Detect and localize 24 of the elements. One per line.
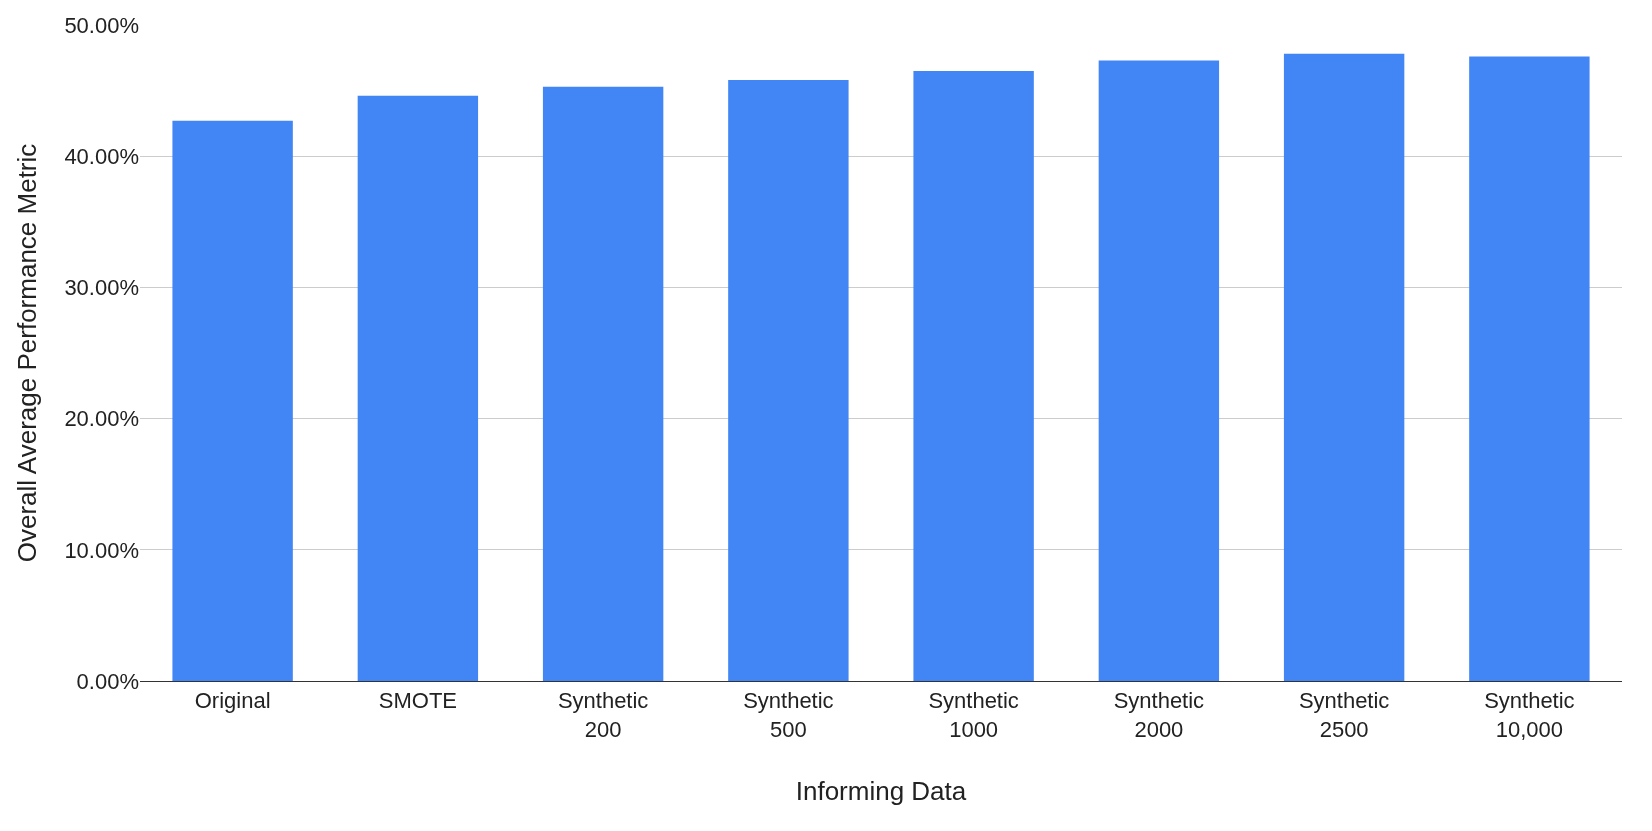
x-tick-label: Synthetic 2500: [1298, 688, 1390, 742]
x-axis-title: Informing Data: [795, 775, 967, 806]
y-tick-label: 30.00%: [64, 275, 139, 301]
x-tick-label: Synthetic 500: [743, 688, 834, 742]
x-tick-label: Synthetic 1000: [928, 688, 1019, 742]
y-tick-label: 20.00%: [64, 406, 139, 432]
bar: [172, 120, 293, 681]
bar: [913, 70, 1034, 681]
x-tick-label: Original: [194, 688, 271, 714]
y-tick-label: 50.00%: [64, 12, 139, 38]
bar: [1098, 60, 1220, 681]
bar: [728, 80, 849, 681]
y-tick-label: 10.00%: [64, 537, 139, 563]
bar: [1283, 53, 1405, 681]
bar: [542, 86, 664, 681]
bar: [357, 95, 479, 681]
y-axis-title: Overall Average Performance Metric: [11, 143, 42, 563]
y-tick-label: 40.00%: [64, 143, 139, 169]
y-tick-label: 0.00%: [76, 668, 139, 694]
x-tick-label: Synthetic 2000: [1113, 688, 1205, 742]
x-tick-label: Synthetic 200: [557, 688, 649, 742]
x-tick-label: SMOTE: [378, 688, 457, 714]
x-tick-label: Synthetic 10,000: [1484, 688, 1575, 742]
bar: [1469, 56, 1590, 681]
